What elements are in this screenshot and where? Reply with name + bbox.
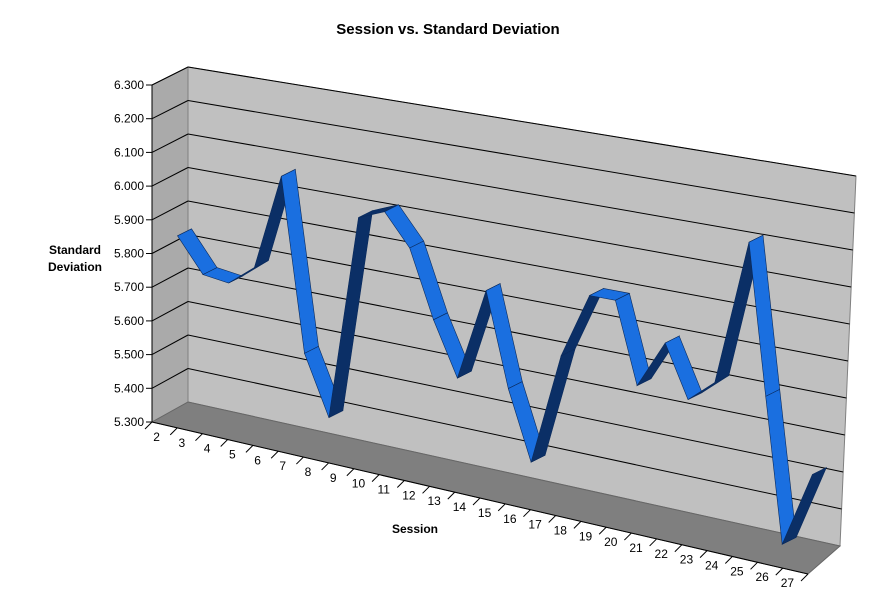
x-tick-label: 19: [579, 529, 593, 543]
gridline-side: [151, 301, 189, 322]
x-tick-mark: [775, 567, 784, 576]
y-tick-label: 5.800: [114, 247, 144, 261]
y-tick-label: 6.000: [114, 179, 144, 193]
x-tick-label: 25: [730, 564, 744, 578]
x-tick-label: 9: [330, 471, 337, 485]
y-tick-label: 6.200: [114, 112, 144, 126]
gridline-side: [151, 334, 189, 356]
gridline: [187, 100, 855, 214]
gridline: [187, 167, 852, 288]
data-ribbon: [177, 168, 828, 545]
x-tick-mark: [624, 532, 632, 541]
x-tick-label: 17: [528, 518, 542, 532]
x-tick-mark: [346, 468, 355, 477]
y-tick-label: 5.900: [114, 213, 144, 227]
gridline-side: [151, 167, 189, 187]
x-tick-label: 8: [305, 465, 312, 479]
x-tick-mark: [548, 515, 557, 523]
x-tick-label: 10: [352, 477, 366, 491]
x-tick-label: 6: [254, 453, 261, 467]
x-tick-label: 15: [478, 506, 492, 520]
x-tick-label: 18: [554, 523, 568, 537]
x-tick-mark: [422, 485, 430, 494]
x-tick-mark: [169, 427, 178, 436]
x-tick-label: 5: [229, 447, 236, 461]
chart-walls: [150, 66, 857, 575]
gridline-side: [151, 66, 189, 86]
x-tick-label: 14: [453, 500, 467, 514]
x-tick-label: 7: [279, 459, 286, 473]
x-tick-mark: [447, 491, 456, 500]
y-tick-label: 6.100: [114, 145, 144, 159]
x-axis-title: Session: [392, 522, 438, 536]
y-axis-title-line-2: Deviation: [48, 260, 102, 274]
x-tick-mark: [573, 521, 582, 529]
x-tick-mark: [523, 509, 531, 518]
y-tick-label: 6.300: [114, 78, 144, 92]
x-tick-label: 24: [705, 559, 719, 573]
x-tick-mark: [220, 439, 229, 447]
x-tick-label: 21: [629, 541, 643, 555]
gridline: [187, 133, 853, 251]
x-tick-mark: [472, 497, 481, 506]
x-tick-label: 2: [153, 430, 160, 444]
y-tick-label: 5.400: [114, 381, 144, 395]
x-tick-label: 13: [427, 494, 441, 508]
x-tick-mark: [144, 421, 153, 430]
gridline-side: [151, 368, 189, 389]
x-tick-mark: [649, 538, 657, 547]
x-tick-label: 22: [655, 547, 669, 561]
gridline-side: [151, 267, 189, 288]
x-tick-mark: [396, 480, 405, 488]
x-tick-label: 27: [781, 576, 795, 590]
x-tick-mark: [371, 474, 380, 482]
x-tick-label: 23: [680, 553, 694, 567]
x-tick-mark: [674, 544, 683, 553]
y-tick-label: 5.500: [114, 348, 144, 362]
x-tick-mark: [270, 450, 279, 459]
gridline: [187, 66, 857, 177]
x-tick-label: 20: [604, 535, 618, 549]
gridline: [187, 368, 842, 510]
x-tick-label: 11: [377, 483, 390, 497]
x-tick-label: 12: [402, 488, 416, 502]
y-tick-label: 5.700: [114, 280, 144, 294]
x-tick-mark: [598, 526, 607, 535]
y-axis-title-line-1: Standard: [49, 243, 101, 257]
gridline-side: [151, 133, 189, 153]
y-tick-label: 5.600: [114, 314, 144, 328]
ribbon-segment: [781, 466, 828, 545]
chart-title: Session vs. Standard Deviation: [336, 21, 559, 38]
gridline-side: [151, 200, 189, 221]
x-tick-mark: [296, 456, 304, 465]
x-tick-mark: [245, 445, 254, 453]
gridline-side: [151, 100, 189, 120]
x-tick-mark: [497, 503, 506, 512]
x-tick-mark: [321, 462, 329, 471]
y-tick-label: 5.300: [114, 415, 144, 429]
x-tick-label: 4: [204, 442, 211, 456]
x-tick-mark: [699, 550, 708, 558]
x-tick-mark: [195, 433, 203, 442]
x-tick-label: 3: [179, 436, 186, 450]
x-tick-label: 26: [755, 570, 769, 584]
x-tick-mark: [750, 561, 758, 570]
x-tick-label: 16: [503, 512, 517, 526]
y-axis-ticks: 5.300 5.400 5.500 5.600 5.700 5.800 5.900 6.000…: [114, 78, 153, 429]
x-axis-ticks: 2 3 4 5 6 7 8 9 10 11 12 13 14 15 16 17 18 19 20 21 22 23 24 25…: [144, 421, 809, 590]
x-tick-mark: [800, 573, 809, 582]
x-tick-mark: [724, 556, 733, 564]
